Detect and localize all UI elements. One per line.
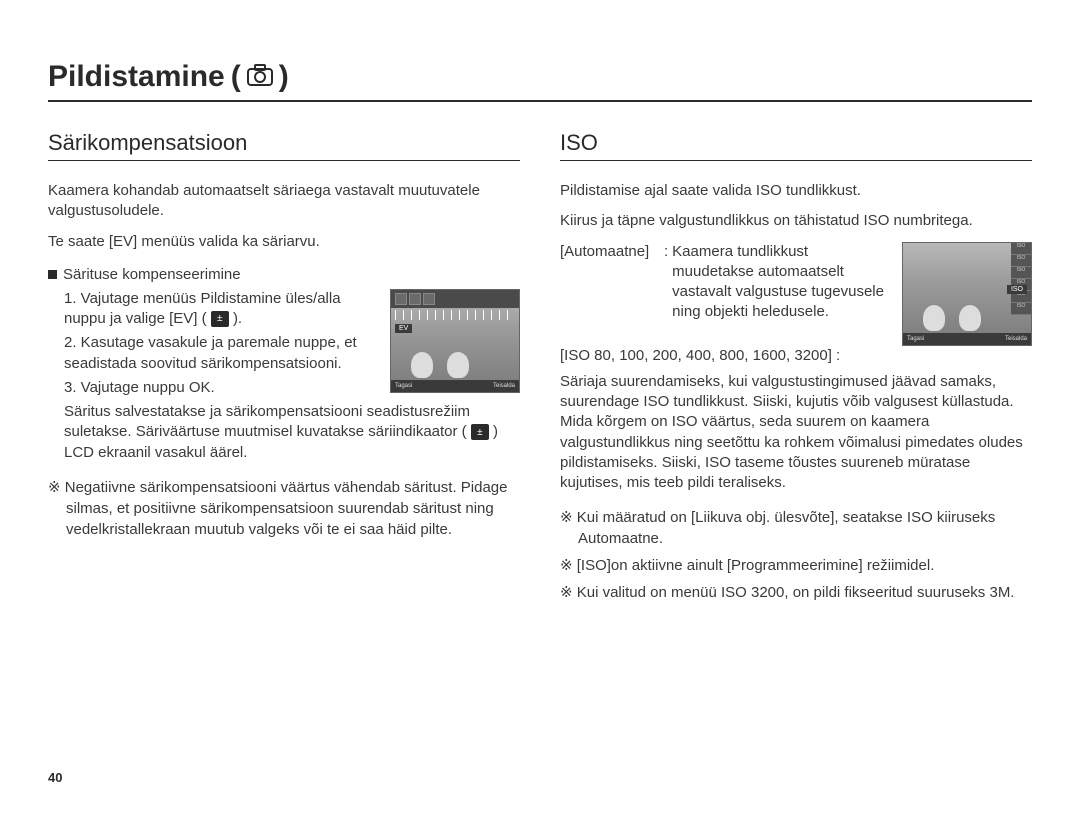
right-intro-1: Pildistamise ajal saate valida ISO tundl… [560, 181, 1032, 201]
step-3-post: Säritus salvestatakse ja särikompensatsi… [64, 402, 520, 463]
step-1: 1. Vajutage menüüs Pildistamine üles/all… [64, 289, 376, 330]
step-1-a: 1. Vajutage menüüs Pildistamine üles/all… [64, 290, 341, 327]
left-heading: Särikompensatsioon [48, 130, 520, 161]
iso-list-desc: Säriaja suurendamiseks, kui valgustustin… [560, 372, 1032, 494]
iso-auto-label: [Automaatne] [560, 242, 660, 323]
left-column: Särikompensatsioon Kaamera kohandab auto… [48, 130, 520, 609]
ev-indicator-icon: ± [471, 424, 489, 440]
iso-label: ISO [1007, 285, 1027, 294]
title-paren-close: ) [279, 60, 289, 94]
left-note-1: ※ Negatiivne särikompensatsiooni väärtus… [48, 477, 520, 540]
ev-screenshot: EV Tagasi Teisalda [390, 289, 520, 393]
right-intro-2: Kiirus ja täpne valgustundlikkus on tähi… [560, 211, 1032, 231]
thumb-move-label: Teisalda [493, 383, 515, 389]
left-subheading-text: Särituse kompenseerimine [63, 266, 241, 283]
camera-icon [247, 60, 273, 94]
bullet-square-icon [48, 270, 57, 279]
left-intro-1: Kaamera kohandab automaatselt säriaega v… [48, 181, 520, 222]
iso-auto-def: [Automaatne] : Kaamera tundlikkust muude… [560, 242, 888, 323]
right-note-1: ※ Kui määratud on [Liikuva obj. ülesvõte… [560, 507, 1032, 549]
right-column: ISO Pildistamise ajal saate valida ISO t… [560, 130, 1032, 609]
thumb-back-label-2: Tagasi [907, 336, 924, 342]
title-paren-open: ( [231, 60, 241, 94]
iso-list-label: [ISO 80, 100, 200, 400, 800, 1600, 3200]… [560, 346, 1032, 366]
ev-icon: ± [211, 311, 229, 327]
step-3: 3. Vajutage nuppu OK. [64, 378, 376, 398]
left-subheading: Särituse kompenseerimine [48, 266, 520, 283]
left-intro-2: Te saate [EV] menüüs valida ka säriarvu. [48, 232, 520, 252]
step-1-b: ). [233, 310, 242, 327]
page-number: 40 [48, 770, 62, 785]
ev-label: EV [395, 324, 412, 333]
right-note-3: ※ Kui valitud on menüü ISO 3200, on pild… [560, 582, 1032, 603]
iso-auto-desc: Kaamera tundlikkust muudetakse automaats… [672, 242, 888, 323]
right-heading: ISO [560, 130, 1032, 161]
thumb-back-label: Tagasi [395, 383, 412, 389]
page-title-text: Pildistamine [48, 60, 225, 94]
page-title: Pildistamine ( ) [48, 60, 1032, 102]
iso-screenshot: ISOISOISO ISOISOISO ISO Tagasi Teisalda [902, 242, 1032, 346]
step-2: 2. Kasutage vasakule ja paremale nuppe, … [64, 333, 376, 374]
step-3-post-a: Säritus salvestatakse ja särikompensatsi… [64, 403, 470, 440]
thumb-move-label-2: Teisalda [1005, 336, 1027, 342]
right-note-2: ※ [ISO]on aktiivne ainult [Programmeerim… [560, 555, 1032, 576]
